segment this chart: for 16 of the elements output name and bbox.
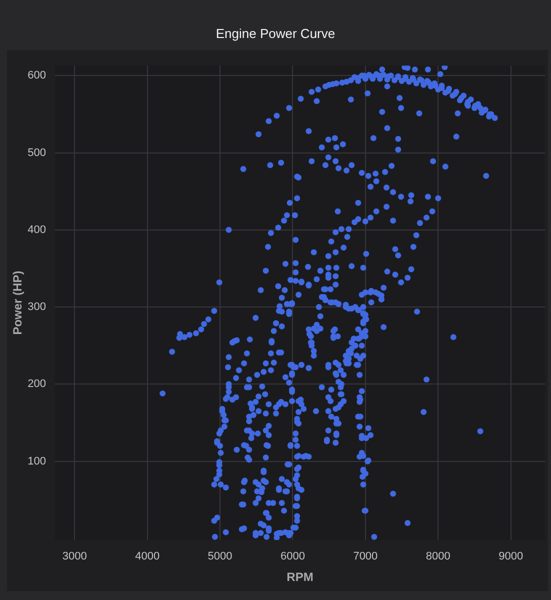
y-axis-title: Power (HP)	[10, 270, 25, 335]
x-tick-label: 7000	[353, 550, 378, 563]
x-tick-label: 8000	[426, 550, 450, 563]
x-tick-label: 6000	[280, 550, 305, 563]
x-tick-label: 4000	[135, 550, 160, 563]
x-tick-label: 9000	[498, 550, 524, 563]
x-tick-label: 5000	[208, 550, 232, 563]
y-tick-label: 100	[28, 455, 46, 468]
chart-title: Engine Power Curve	[214, 25, 336, 43]
x-axis-title: RPM	[286, 570, 314, 584]
y-tick-label: 400	[28, 224, 46, 236]
y-tick-label: 600	[28, 70, 46, 82]
x-tick-label: 3000	[62, 550, 87, 563]
y-tick-label: 200	[28, 378, 46, 390]
y-tick-label: 500	[28, 146, 46, 159]
y-tick-label: 300	[28, 301, 46, 314]
